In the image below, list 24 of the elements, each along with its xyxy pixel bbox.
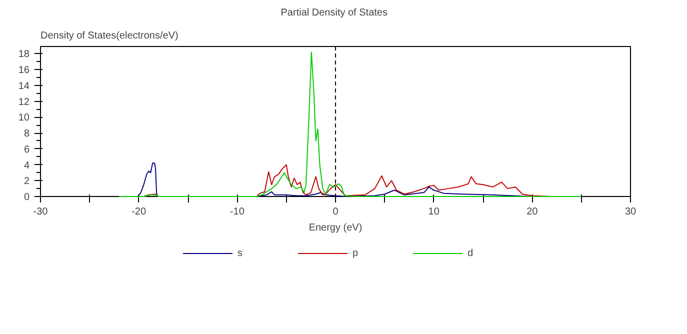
y-tick-label: 12	[18, 96, 30, 108]
legend-label: s	[238, 248, 244, 258]
x-tick-label: 30	[624, 206, 636, 218]
x-tick-label: 10	[428, 206, 440, 218]
x-axis-title: Energy (eV)	[308, 222, 362, 234]
y-tick-label: 6	[24, 144, 30, 156]
line-series	[118, 52, 582, 197]
y-tick-label: 10	[18, 112, 30, 124]
x-tick-label: -10	[230, 206, 245, 218]
y-tick-label: 14	[18, 80, 30, 92]
y-tick-label: 18	[18, 49, 30, 60]
y-tick-label: 2	[24, 176, 30, 188]
chart-title: Partial Density of States	[280, 8, 388, 18]
y-tick-label: 0	[24, 192, 30, 203]
x-tick-label: -30	[33, 206, 48, 218]
legend-label: p	[352, 248, 360, 258]
y-tick-label: 8	[24, 128, 30, 140]
y-tick-label: 16	[18, 65, 30, 76]
y-tick-label: 4	[24, 160, 30, 172]
x-tick-label: -20	[132, 206, 146, 218]
y-axis-title: Density of States(electrons/eV)	[40, 30, 178, 42]
x-tick-label: 20	[526, 206, 538, 218]
x-tick-label: 0	[332, 206, 339, 218]
legend-label: d	[468, 248, 474, 258]
